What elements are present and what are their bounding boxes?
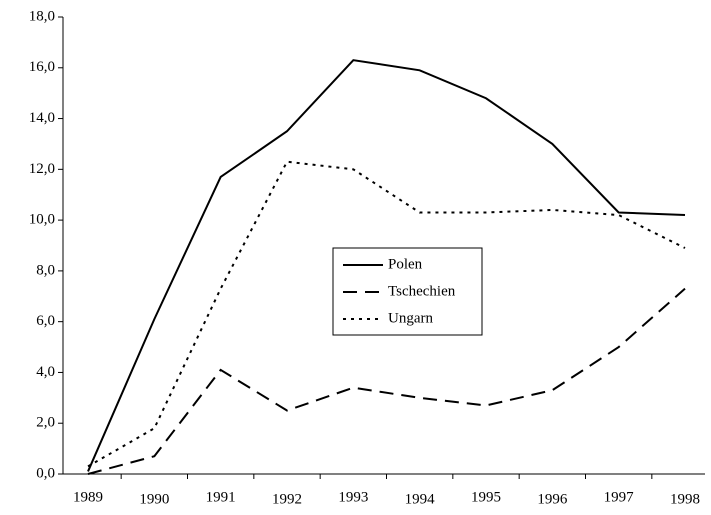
legend-label: Tschechien [388,283,456,299]
x-tick-label: 1989 [73,489,103,505]
y-tick-label: 0,0 [36,465,55,481]
x-tick-label: 1994 [405,491,436,507]
x-tick-label: 1990 [139,491,169,507]
legend-label: Ungarn [388,310,433,326]
y-tick-label: 12,0 [29,161,55,177]
y-tick-label: 6,0 [36,313,55,329]
legend-box [332,247,483,336]
x-tick-label: 1992 [272,491,302,507]
y-tick-label: 14,0 [29,110,55,126]
legend-label: Polen [388,256,423,272]
series-line [87,160,686,468]
x-tick-label: 1993 [338,489,368,505]
x-tick-label: 1991 [206,489,236,505]
x-tick-label: 1996 [537,491,568,507]
y-tick-label: 16,0 [29,59,55,75]
x-tick-label: 1997 [604,489,635,505]
y-tick-label: 2,0 [36,415,55,431]
y-tick-label: 18,0 [29,8,55,24]
y-tick-label: 8,0 [36,262,55,278]
y-tick-label: 4,0 [36,364,55,380]
x-tick-label: 1995 [471,489,501,505]
x-tick-label: 1998 [670,491,700,507]
series-line [87,59,686,472]
series-line [87,287,686,475]
y-tick-label: 10,0 [29,212,55,228]
